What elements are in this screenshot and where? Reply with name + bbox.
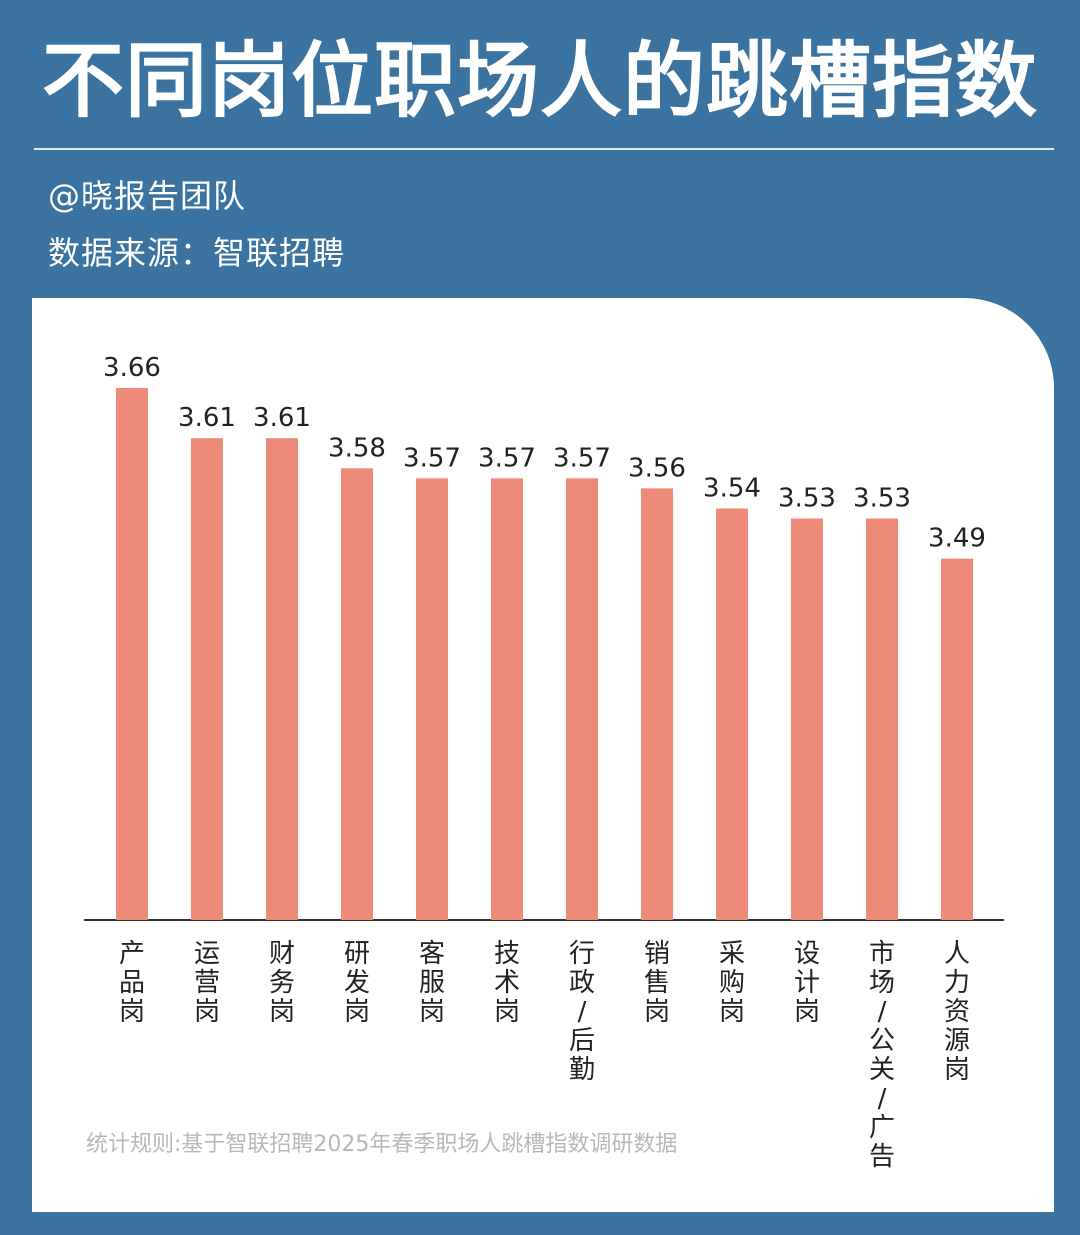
data-source: 数据来源：智联招聘 [48, 234, 346, 272]
page-title: 不同岗位职场人的跳槽指数 [41, 34, 1038, 129]
category-label: 设计岗 [794, 939, 820, 1027]
bar [266, 438, 298, 920]
bar [116, 388, 148, 920]
category-label: 运营岗 [194, 939, 220, 1027]
divider [34, 148, 1054, 150]
bar [566, 478, 598, 920]
category-label: 人力资源岗 [944, 939, 970, 1085]
category-label: 采购岗 [719, 939, 745, 1027]
category-label: 技术岗 [494, 939, 520, 1027]
footnote: 统计规则:基于智联招聘2025年春季职场人跳槽指数调研数据 [86, 1132, 678, 1157]
category-label: 产品岗 [119, 939, 145, 1027]
category-label: 市场/公关/广告 [869, 939, 895, 1172]
bar [341, 468, 373, 920]
bar [866, 518, 898, 920]
bar-value-label: 3.57 [553, 443, 611, 473]
bar [191, 438, 223, 920]
bar-value-label: 3.61 [178, 403, 236, 433]
bar [716, 508, 748, 920]
bar-value-label: 3.53 [853, 483, 911, 513]
category-label: 行政/后勤 [569, 939, 595, 1085]
bar-value-label: 3.53 [778, 483, 836, 513]
author-credit: @晓报告团队 [48, 177, 247, 215]
bar-value-label: 3.58 [328, 433, 386, 463]
bar [491, 478, 523, 920]
bar [416, 478, 448, 920]
bar-value-label: 3.49 [928, 524, 986, 554]
bar-value-label: 3.57 [478, 443, 536, 473]
bar-value-label: 3.66 [103, 353, 161, 383]
category-label: 财务岗 [269, 939, 295, 1027]
bar-value-label: 3.57 [403, 443, 461, 473]
category-label: 客服岗 [419, 939, 445, 1027]
bar [641, 488, 673, 920]
bar-value-label: 3.56 [628, 453, 686, 483]
bar [941, 558, 973, 920]
bar-value-label: 3.61 [253, 403, 311, 433]
bar [791, 518, 823, 920]
bar-value-label: 3.54 [703, 473, 761, 503]
category-label: 销售岗 [644, 939, 670, 1027]
category-label: 研发岗 [344, 939, 370, 1027]
